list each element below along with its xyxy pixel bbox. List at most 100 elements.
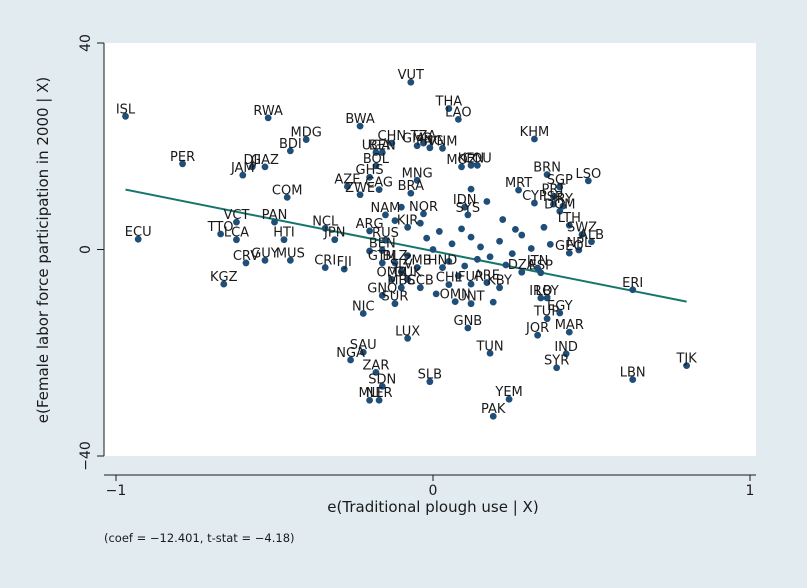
data-point <box>508 250 516 258</box>
data-point <box>366 396 373 404</box>
data-point <box>220 280 228 288</box>
point-label: DOM <box>544 197 575 212</box>
data-point <box>391 300 399 308</box>
data-point <box>584 177 592 185</box>
point-label: MAR <box>555 318 584 333</box>
data-point <box>534 264 542 272</box>
data-point <box>382 211 389 219</box>
data-point <box>366 227 373 235</box>
point-label: SYS <box>456 201 480 216</box>
data-point <box>356 122 364 130</box>
data-point <box>416 284 424 292</box>
point-label: BRA <box>398 179 424 194</box>
point-label: BEN <box>369 237 396 252</box>
data-point <box>439 144 446 152</box>
data-point <box>378 382 386 390</box>
point-label: GUY <box>251 246 279 261</box>
data-point <box>134 235 142 243</box>
data-point <box>477 243 484 251</box>
point-label: CRV <box>233 249 259 264</box>
point-label: CRI <box>314 254 336 269</box>
data-point <box>321 224 329 232</box>
data-point <box>404 334 412 342</box>
point-label: PAN <box>262 208 288 223</box>
data-point <box>271 218 278 226</box>
point-label: YEM <box>494 385 522 400</box>
x-axis-title: e(Traditional plough use | X) <box>327 498 538 516</box>
data-point <box>489 298 497 306</box>
data-point <box>454 116 462 123</box>
point-label: TTO <box>207 220 234 235</box>
data-point <box>464 211 472 219</box>
data-point <box>473 161 481 169</box>
data-point <box>413 176 421 184</box>
data-point <box>467 185 475 193</box>
point-label: SLB <box>418 368 442 383</box>
data-point <box>233 218 240 226</box>
y-axis-title: e(Female labor force participation in 20… <box>34 77 52 424</box>
point-label: RUS <box>372 226 399 241</box>
point-label: CAG <box>365 176 393 191</box>
data-point <box>302 136 310 143</box>
point-label: AZE <box>334 173 360 188</box>
point-label: ARG <box>356 217 384 232</box>
data-point <box>331 236 339 244</box>
data-point <box>467 161 475 169</box>
point-label: MDG <box>291 126 322 141</box>
data-point <box>515 186 522 194</box>
point-label: IDN <box>453 193 477 208</box>
point-label: JAM <box>230 161 255 176</box>
data-point <box>423 234 431 242</box>
data-point <box>416 219 424 227</box>
point-label: TJK <box>675 352 697 367</box>
data-point <box>280 236 288 244</box>
point-label: LSO <box>575 167 601 182</box>
data-point <box>556 309 564 317</box>
data-point <box>496 284 503 292</box>
point-label: SWZ <box>567 221 597 236</box>
data-point <box>375 186 383 194</box>
point-label: NOR <box>409 200 438 215</box>
data-point <box>397 203 405 211</box>
point-label: MNG <box>402 166 433 181</box>
data-point <box>505 395 513 403</box>
point-label: CCB <box>407 274 434 289</box>
point-label: KHM <box>520 125 550 140</box>
data-point <box>378 292 386 299</box>
data-point <box>391 259 399 267</box>
point-label: DZA <box>508 258 536 273</box>
point-label: NCL <box>312 214 339 229</box>
point-label: THA <box>435 95 463 110</box>
point-label: LUX <box>395 324 420 339</box>
point-label: SYR <box>544 354 569 369</box>
data-point <box>483 198 491 205</box>
point-label: SDN <box>368 372 396 387</box>
data-point <box>286 256 294 264</box>
point-label: VCT <box>223 208 249 223</box>
data-point <box>486 253 494 261</box>
data-point <box>454 272 462 280</box>
data-point <box>483 279 491 286</box>
data-point <box>512 225 519 233</box>
data-point <box>546 240 554 248</box>
data-point <box>397 284 405 292</box>
data-point <box>629 286 637 294</box>
data-point <box>347 356 354 364</box>
data-point <box>578 231 586 238</box>
point-label: DJI <box>243 153 261 168</box>
point-label: EGY <box>547 299 573 314</box>
data-point <box>378 259 386 267</box>
point-label: RWA <box>253 104 283 119</box>
data-point <box>248 163 256 171</box>
data-point <box>375 396 383 404</box>
fit-layer <box>125 188 687 303</box>
data-point <box>502 261 510 269</box>
data-point <box>588 238 595 246</box>
data-point <box>496 237 503 245</box>
point-label: BWA <box>345 112 375 127</box>
data-point <box>565 328 573 336</box>
point-label: PRT <box>542 182 566 197</box>
data-point <box>378 247 386 254</box>
data-point <box>550 200 557 208</box>
data-point <box>283 193 291 201</box>
